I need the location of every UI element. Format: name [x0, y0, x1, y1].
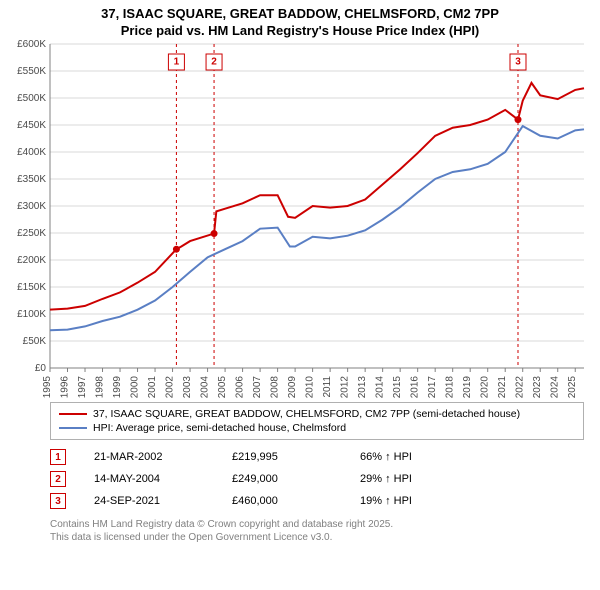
- sale-dot: [173, 246, 180, 253]
- svg-text:2006: 2006: [235, 376, 246, 398]
- svg-text:2022: 2022: [515, 376, 526, 398]
- chart-title-line1: 37, ISAAC SQUARE, GREAT BADDOW, CHELMSFO…: [0, 0, 600, 21]
- svg-text:2012: 2012: [340, 376, 351, 398]
- legend-swatch: [59, 413, 87, 415]
- sale-events-table: 1 21-MAR-2002 £219,995 66% ↑ HPI 2 14-MAY-200…: [50, 446, 584, 512]
- event-date: 21-MAR-2002: [94, 451, 204, 463]
- series-line: [50, 126, 584, 330]
- svg-text:£600K: £600K: [17, 39, 46, 50]
- svg-text:2005: 2005: [217, 376, 228, 398]
- legend-row: HPI: Average price, semi-detached house,…: [59, 421, 575, 435]
- footer-attribution: Contains HM Land Registry data © Crown c…: [50, 518, 584, 544]
- svg-text:2023: 2023: [532, 376, 543, 398]
- svg-text:2017: 2017: [427, 376, 438, 398]
- svg-text:2008: 2008: [270, 376, 281, 398]
- svg-text:£250K: £250K: [17, 228, 46, 239]
- svg-text:2011: 2011: [322, 376, 333, 398]
- svg-text:1: 1: [174, 57, 180, 68]
- svg-text:2004: 2004: [200, 376, 211, 398]
- svg-text:2018: 2018: [445, 376, 456, 398]
- svg-text:£50K: £50K: [23, 336, 47, 347]
- series-line: [50, 83, 584, 310]
- svg-text:2014: 2014: [375, 376, 386, 398]
- event-row: 3 24-SEP-2021 £460,000 19% ↑ HPI: [50, 490, 584, 512]
- chart-container: 37, ISAAC SQUARE, GREAT BADDOW, CHELMSFO…: [0, 0, 600, 590]
- event-price: £249,000: [232, 473, 332, 485]
- event-delta: 66% ↑ HPI: [360, 451, 480, 463]
- sale-dot: [211, 230, 218, 237]
- footer-line2: This data is licensed under the Open Gov…: [50, 531, 584, 544]
- svg-text:2019: 2019: [462, 376, 473, 398]
- svg-text:£550K: £550K: [17, 66, 46, 77]
- svg-text:2020: 2020: [480, 376, 491, 398]
- svg-text:2009: 2009: [287, 376, 298, 398]
- footer-line1: Contains HM Land Registry data © Crown c…: [50, 518, 584, 531]
- svg-text:£450K: £450K: [17, 120, 46, 131]
- event-marker-icon: 1: [50, 449, 66, 465]
- svg-text:2010: 2010: [305, 376, 316, 398]
- svg-text:2003: 2003: [182, 376, 193, 398]
- sale-dot: [514, 116, 521, 123]
- event-delta: 19% ↑ HPI: [360, 495, 480, 507]
- legend-label: 37, ISAAC SQUARE, GREAT BADDOW, CHELMSFO…: [93, 408, 520, 420]
- svg-text:£350K: £350K: [17, 174, 46, 185]
- svg-text:1997: 1997: [77, 376, 88, 398]
- event-marker-icon: 2: [50, 471, 66, 487]
- svg-text:£0: £0: [35, 363, 47, 374]
- svg-text:1999: 1999: [112, 376, 123, 398]
- svg-text:2024: 2024: [550, 376, 561, 398]
- svg-text:3: 3: [515, 57, 521, 68]
- legend-label: HPI: Average price, semi-detached house,…: [93, 422, 346, 434]
- svg-text:2021: 2021: [497, 376, 508, 398]
- line-chart: £0 £50K £100K £150K £200K £250K £300K £350K £400…: [0, 38, 600, 398]
- legend: 37, ISAAC SQUARE, GREAT BADDOW, CHELMSFO…: [50, 402, 584, 440]
- svg-text:£400K: £400K: [17, 147, 46, 158]
- svg-text:£200K: £200K: [17, 255, 46, 266]
- svg-text:2013: 2013: [357, 376, 368, 398]
- svg-text:£100K: £100K: [17, 309, 46, 320]
- svg-text:1995: 1995: [42, 376, 53, 398]
- event-row: 2 14-MAY-2004 £249,000 29% ↑ HPI: [50, 468, 584, 490]
- svg-text:2015: 2015: [392, 376, 403, 398]
- svg-text:2007: 2007: [252, 376, 263, 398]
- event-price: £460,000: [232, 495, 332, 507]
- svg-text:1998: 1998: [95, 376, 106, 398]
- event-marker-icon: 3: [50, 493, 66, 509]
- event-delta: 29% ↑ HPI: [360, 473, 480, 485]
- svg-text:£150K: £150K: [17, 282, 46, 293]
- svg-text:2016: 2016: [410, 376, 421, 398]
- svg-text:2000: 2000: [130, 376, 141, 398]
- event-price: £219,995: [232, 451, 332, 463]
- svg-text:£300K: £300K: [17, 201, 46, 212]
- event-date: 14-MAY-2004: [94, 473, 204, 485]
- svg-text:1996: 1996: [60, 376, 71, 398]
- svg-text:2025: 2025: [567, 376, 578, 398]
- event-row: 1 21-MAR-2002 £219,995 66% ↑ HPI: [50, 446, 584, 468]
- legend-swatch: [59, 427, 87, 429]
- legend-row: 37, ISAAC SQUARE, GREAT BADDOW, CHELMSFO…: [59, 407, 575, 421]
- svg-text:2: 2: [211, 57, 217, 68]
- svg-text:2002: 2002: [165, 376, 176, 398]
- chart-title-line2: Price paid vs. HM Land Registry's House …: [0, 21, 600, 38]
- svg-text:2001: 2001: [147, 376, 158, 398]
- svg-text:£500K: £500K: [17, 93, 46, 104]
- event-date: 24-SEP-2021: [94, 495, 204, 507]
